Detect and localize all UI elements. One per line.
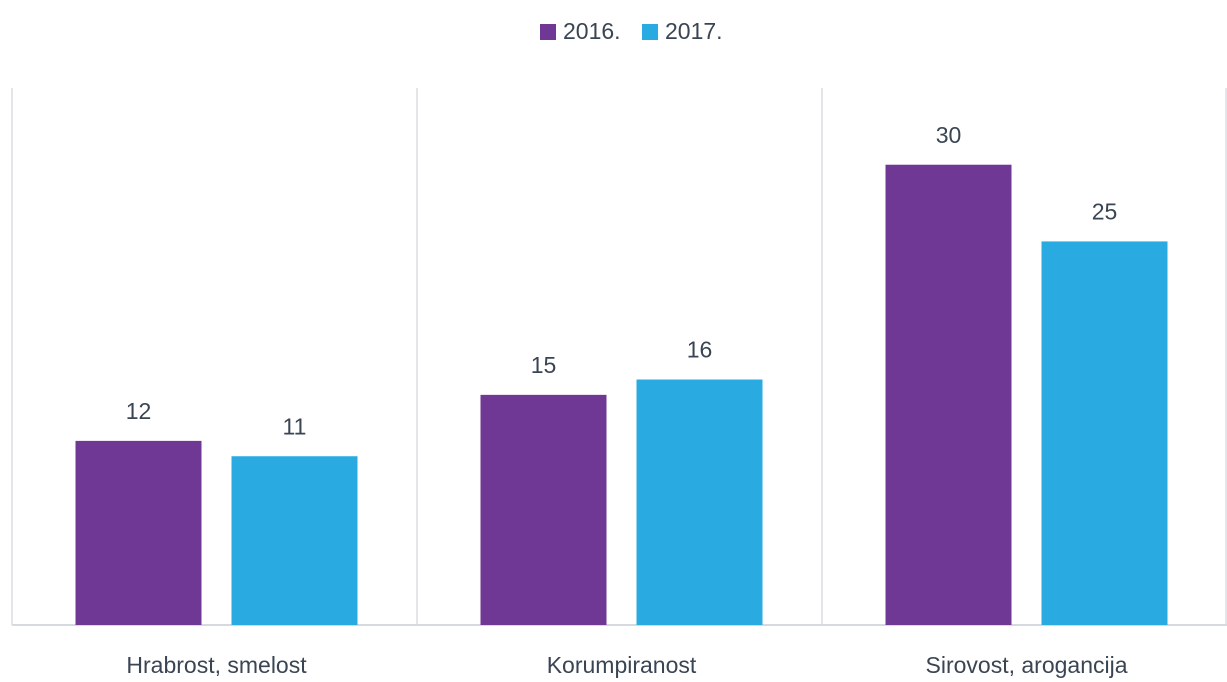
data-label: 15 — [531, 352, 557, 378]
data-label: 12 — [126, 398, 152, 424]
legend-swatch — [642, 24, 658, 40]
legend: 2016. 2017. — [540, 18, 723, 44]
legend-label: 2017. — [665, 18, 723, 44]
bar — [75, 440, 202, 625]
bar — [885, 164, 1012, 625]
x-tick-label: Sirovost, arogancija — [926, 652, 1128, 678]
x-tick-label: Hrabrost, smelost — [126, 652, 307, 678]
bar — [1041, 241, 1168, 625]
bar — [636, 379, 763, 625]
data-label: 30 — [936, 122, 962, 148]
data-label: 11 — [283, 413, 307, 439]
legend-label: 2016. — [563, 18, 621, 44]
x-tick-label: Korumpiranost — [547, 652, 697, 678]
bar — [231, 456, 358, 625]
bar — [480, 394, 607, 625]
data-label: 16 — [687, 337, 713, 363]
data-label: 25 — [1092, 199, 1118, 225]
legend-swatch — [540, 24, 556, 40]
